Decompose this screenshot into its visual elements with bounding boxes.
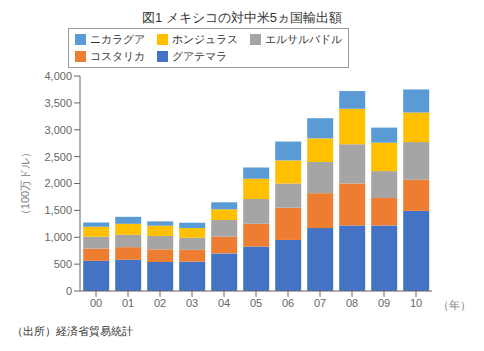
svg-text:06: 06 bbox=[282, 297, 294, 309]
svg-text:08: 08 bbox=[346, 297, 358, 309]
html-text:図1 メキシコの対中米5ヵ国輸出額: 図1 メキシコの対中米5ヵ国輸出額 bbox=[142, 10, 342, 25]
svg-text:0: 0 bbox=[66, 285, 72, 297]
html-text:グアテマラ: グアテマラ bbox=[172, 50, 227, 62]
html-text:ホンジュラス: ホンジュラス bbox=[172, 33, 238, 45]
svg-text:10: 10 bbox=[410, 297, 422, 309]
svg-text:2,000: 2,000 bbox=[44, 177, 72, 189]
svg-text:02: 02 bbox=[154, 297, 166, 309]
html-text:コスタリカ: コスタリカ bbox=[90, 50, 145, 62]
html-text:（出所）経済省貿易統計: （出所）経済省貿易統計 bbox=[12, 325, 133, 337]
svg-text:05: 05 bbox=[250, 297, 262, 309]
svg-text:（年）: （年） bbox=[438, 299, 471, 311]
svg-text:04: 04 bbox=[218, 297, 230, 309]
html-text:エルサルバドル: エルサルバドル bbox=[265, 33, 342, 45]
svg-text:1,000: 1,000 bbox=[44, 231, 72, 243]
svg-text:3,000: 3,000 bbox=[44, 124, 72, 136]
svg-text:03: 03 bbox=[186, 297, 198, 309]
svg-text:09: 09 bbox=[378, 297, 390, 309]
html-text:ニカラグア: ニカラグア bbox=[90, 33, 145, 45]
svg-text:3,500: 3,500 bbox=[44, 97, 72, 109]
svg-text:4,000: 4,000 bbox=[44, 70, 72, 82]
svg-text:07: 07 bbox=[314, 297, 326, 309]
svg-text:（100万ドル）: （100万ドル） bbox=[19, 147, 31, 220]
svg-text:01: 01 bbox=[122, 297, 134, 309]
svg-text:1,500: 1,500 bbox=[44, 204, 72, 216]
svg-text:00: 00 bbox=[90, 297, 102, 309]
svg-text:500: 500 bbox=[54, 258, 72, 270]
svg-text:2,500: 2,500 bbox=[44, 151, 72, 163]
